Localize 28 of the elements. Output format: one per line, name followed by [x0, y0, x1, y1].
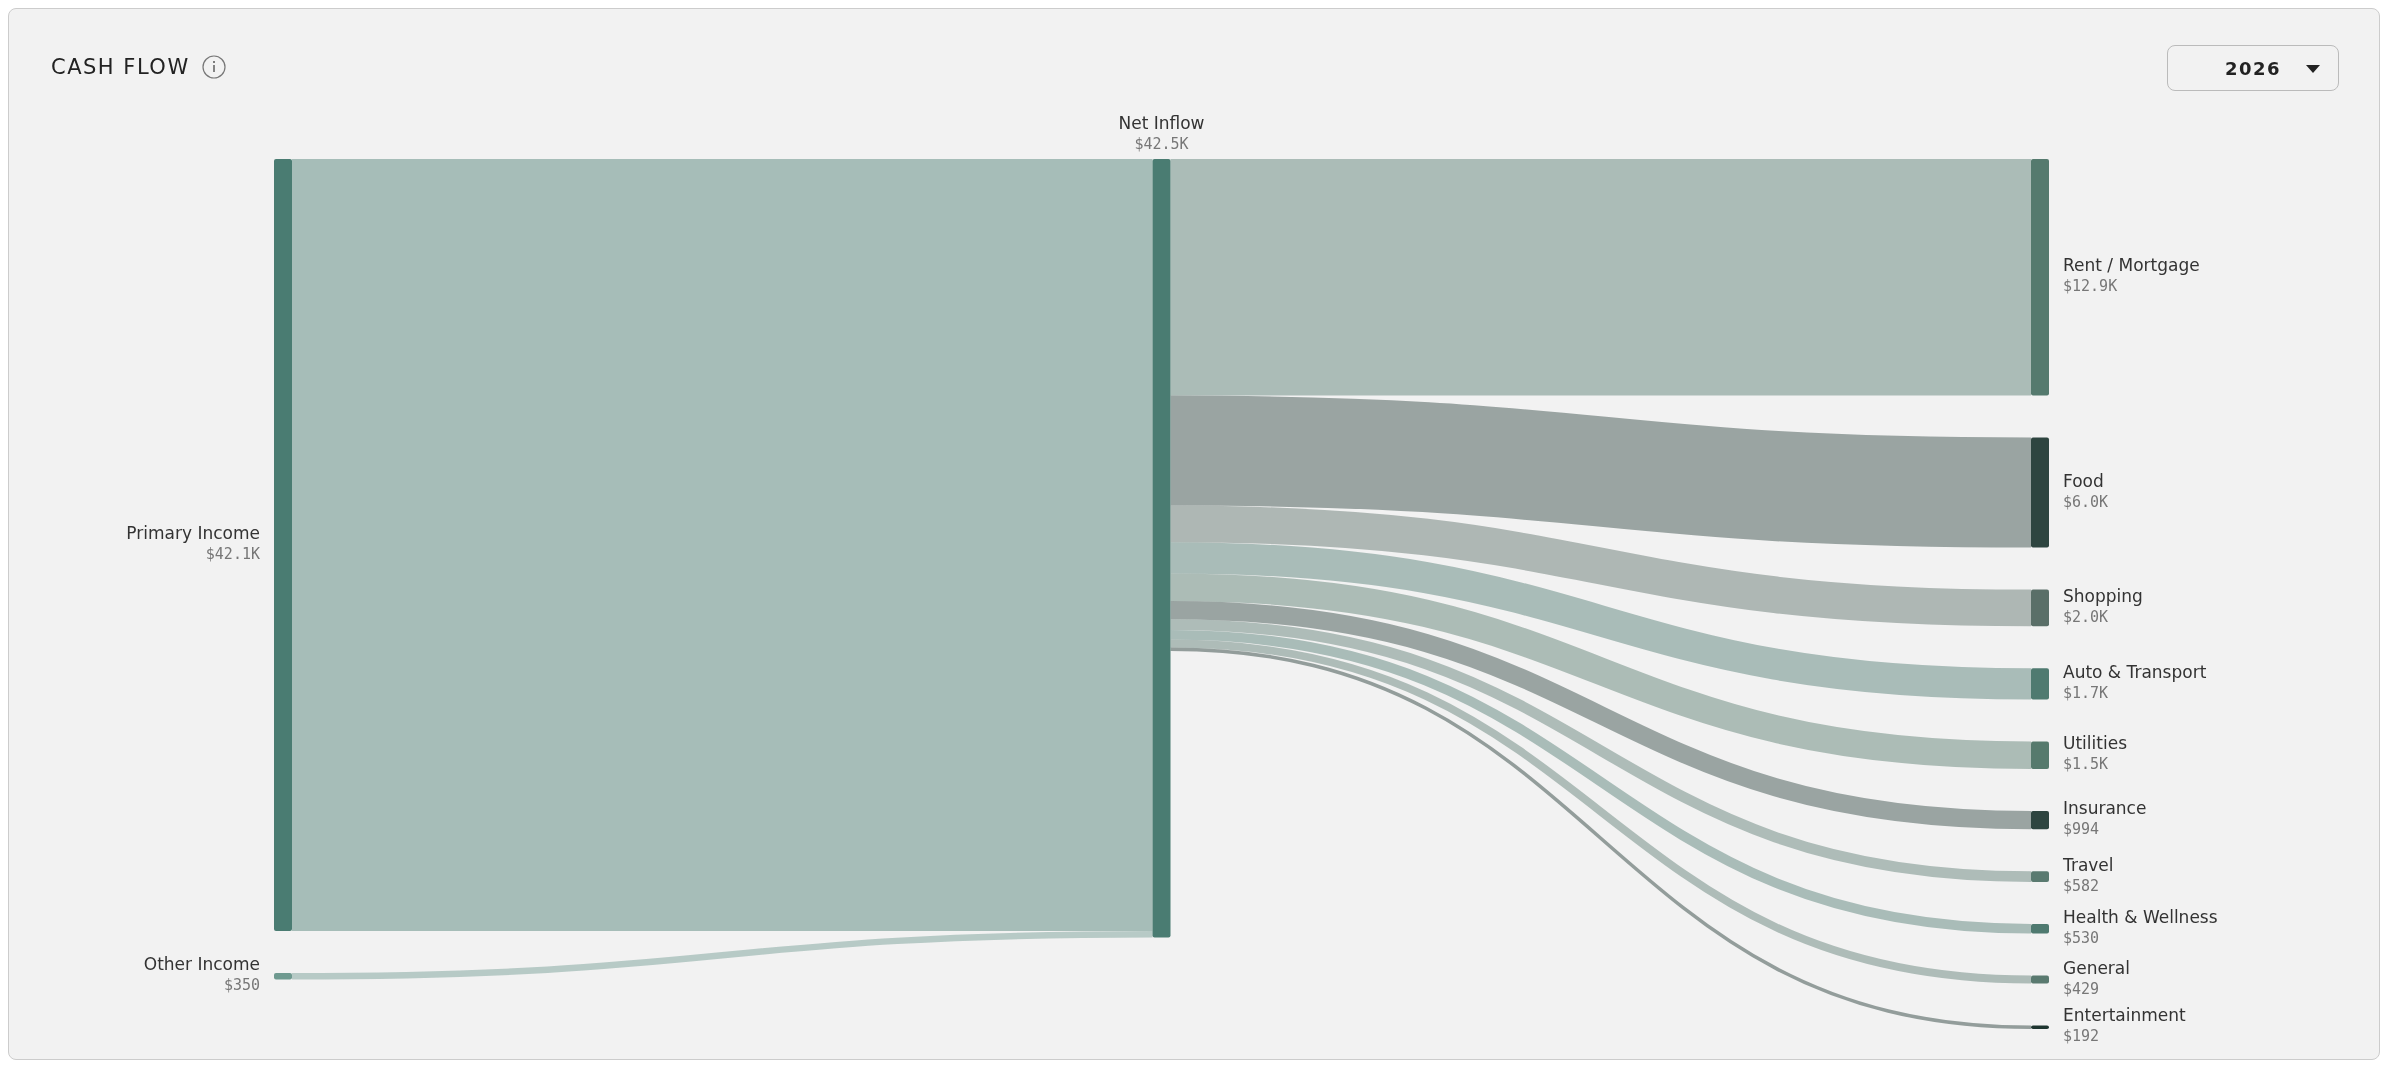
category-label: Primary Income — [126, 523, 260, 544]
data-label: $1.7K — [2063, 683, 2109, 702]
category-label: Auto & Transport — [2063, 661, 2207, 682]
category-label: Insurance — [2063, 798, 2147, 819]
category-label: Food — [2063, 470, 2104, 491]
category-label: Shopping — [2063, 585, 2143, 606]
data-label: $192 — [2063, 1027, 2100, 1046]
category-label: Utilities — [2063, 733, 2128, 754]
category-label: Health & Wellness — [2063, 906, 2218, 927]
data-label: $42.1K — [205, 545, 260, 564]
data-label: $582 — [2063, 876, 2100, 895]
data-label: $2.0K — [2063, 607, 2109, 626]
category-label: Entertainment — [2063, 1005, 2186, 1026]
data-label: $12.9K — [2063, 277, 2118, 296]
category-label: Rent / Mortgage — [2063, 255, 2200, 276]
data-label: $350 — [223, 976, 260, 995]
data-label: $6.0K — [2063, 492, 2109, 511]
category-label: Other Income — [143, 954, 260, 975]
category-label: General — [2063, 957, 2130, 978]
text: CASH FLOW — [51, 55, 190, 79]
data-label: $429 — [2063, 979, 2100, 998]
category-label: Travel — [2062, 854, 2114, 875]
data-label: $530 — [2063, 928, 2100, 947]
data-label: $1.5K — [2063, 755, 2109, 774]
text: 2026 — [2224, 57, 2282, 79]
category-label: Net Inflow — [1118, 113, 1205, 133]
data-label: $42.5K — [1134, 135, 1189, 153]
data-label: $994 — [2063, 820, 2100, 839]
